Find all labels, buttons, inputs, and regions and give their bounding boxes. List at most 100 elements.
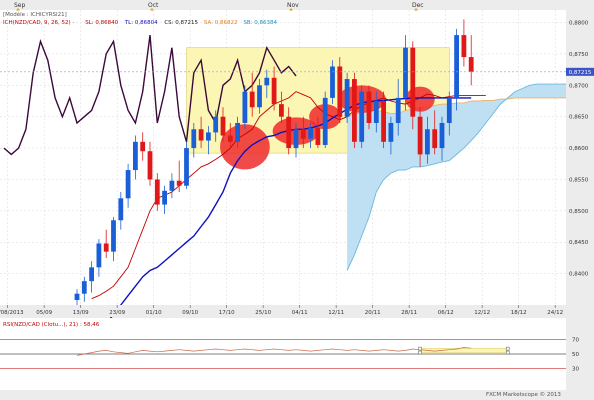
time-tick-label: 23/09 xyxy=(109,310,125,316)
rsi-zone-handle xyxy=(418,346,422,351)
rsi-line xyxy=(76,347,472,356)
month-label-sep: Sep xyxy=(14,2,26,9)
candle-body xyxy=(271,77,277,105)
candle-body xyxy=(300,129,306,139)
candle-body xyxy=(366,91,372,123)
month-marker-icon xyxy=(150,8,154,11)
candle-body xyxy=(461,35,467,58)
rsi-label: RSI(NZD/CAD (Clotu...), 21) : 58,46 xyxy=(3,322,100,328)
price-axis-ticks: 0,8800 0,8750 0,8700 0,8650 0,8600 0,8550 0,85… xyxy=(569,21,589,278)
indicator-legend-item: CS: 0,87215 xyxy=(164,20,198,26)
rsi-level-label: 30 xyxy=(572,366,579,372)
candle-body xyxy=(417,116,423,155)
candle-body xyxy=(337,66,343,117)
last-price-badge xyxy=(566,67,594,76)
candle-body xyxy=(162,190,167,205)
indicator-legend-item: SB: 0,86384 xyxy=(243,20,277,26)
candle-body xyxy=(439,122,445,149)
candle-body xyxy=(344,79,350,117)
month-marker-icon xyxy=(414,8,418,11)
time-tick-label: 09/10 xyxy=(182,310,198,316)
candle-body xyxy=(89,267,94,282)
candle-body xyxy=(330,66,335,98)
candle-body xyxy=(103,243,109,252)
rsi-zone-markers xyxy=(418,346,510,355)
month-label-dec: Dec xyxy=(412,2,424,9)
rsi-zone-handle xyxy=(505,346,510,351)
model-label: [Modèle : ICHICYRSI21] xyxy=(3,11,67,18)
time-tick-label: 24/12 xyxy=(547,310,563,316)
ichimoku-cloud xyxy=(347,84,567,271)
candle-body xyxy=(293,129,299,149)
candle-body xyxy=(388,122,394,142)
chikou-span-line xyxy=(3,35,297,156)
candle-body xyxy=(118,198,124,221)
indicator-legend: ICH(NZD/CAD, 9, 26, 52) · SL: 0,86840 TL: … xyxy=(3,20,278,26)
candle-body xyxy=(154,179,160,205)
rsi-level-lines: 70 50 30 xyxy=(0,338,579,372)
highlight-circle xyxy=(220,124,270,170)
month-marker-icon xyxy=(16,8,20,11)
candle-body xyxy=(176,180,182,186)
rsi-axis[interactable] xyxy=(566,318,594,390)
price-tick-label: 0,8400 xyxy=(569,272,589,278)
candle-body xyxy=(111,220,116,252)
candle-body xyxy=(279,104,284,117)
candle-body xyxy=(227,135,233,142)
candle-body xyxy=(74,293,80,300)
rsi-zone-handle xyxy=(418,350,422,355)
candle-body xyxy=(315,128,321,145)
candle-body xyxy=(454,35,459,98)
time-tick-label: 05/09 xyxy=(36,310,52,316)
price-tick-label: 0,8750 xyxy=(569,52,589,58)
price-tick-label: 0,8450 xyxy=(569,240,589,246)
candle-body xyxy=(410,47,416,117)
indicator-legend-item: TL: 0,86804 xyxy=(124,20,158,26)
indicator-legend-item: SA: 0,86822 xyxy=(204,20,238,26)
candle-body xyxy=(425,129,430,155)
rsi-level-label: 50 xyxy=(572,352,579,358)
candle-body xyxy=(322,97,328,145)
candle-body xyxy=(286,116,292,149)
candle-body xyxy=(96,243,102,268)
price-tick-label: 0,8650 xyxy=(569,115,589,121)
candle-body xyxy=(235,122,240,142)
candle-body xyxy=(432,129,438,149)
candlesticks xyxy=(74,19,474,312)
time-tick-label: 20/11 xyxy=(365,310,381,316)
candle-body xyxy=(140,141,146,152)
month-label-nov: Nov xyxy=(287,2,299,9)
price-tick-label: 0,8700 xyxy=(569,83,589,89)
candle-body xyxy=(220,116,226,136)
candle-body xyxy=(352,79,357,142)
candle-body xyxy=(308,128,313,139)
time-tick-label: 13/09 xyxy=(73,310,89,316)
candle-body xyxy=(125,170,131,199)
senkou-span-b-line xyxy=(346,83,567,271)
candle-body xyxy=(133,141,138,171)
price-tick-label: 0,8550 xyxy=(569,177,589,183)
candle-body xyxy=(169,180,175,191)
candle-body xyxy=(395,97,401,123)
time-axis-ticks: 27/08/2013 05/09 13/09 23/09 01/10 09/10 17/10… xyxy=(0,8,563,316)
time-tick-label: 12/11 xyxy=(328,310,344,316)
candle-body xyxy=(81,281,87,294)
time-tick-label: 06/12 xyxy=(438,310,454,316)
candle-body xyxy=(468,57,474,72)
candle-body xyxy=(249,91,255,108)
rsi-level-label: 70 xyxy=(572,338,579,344)
month-marker-icon xyxy=(289,8,293,11)
candle-body xyxy=(213,116,219,133)
highlight-circles xyxy=(220,85,435,170)
price-axis[interactable] xyxy=(566,10,594,305)
candle-body xyxy=(191,129,197,149)
candle-body xyxy=(359,91,365,142)
time-tick-label: 28/11 xyxy=(401,310,417,316)
candle-body xyxy=(147,151,153,180)
candle-body xyxy=(206,132,211,141)
time-tick-label: 17/10 xyxy=(219,310,235,316)
indicator-legend-item: SL: 0,86840 xyxy=(85,20,118,26)
candle-body xyxy=(373,101,379,123)
month-label-oct: Oct xyxy=(148,2,159,9)
